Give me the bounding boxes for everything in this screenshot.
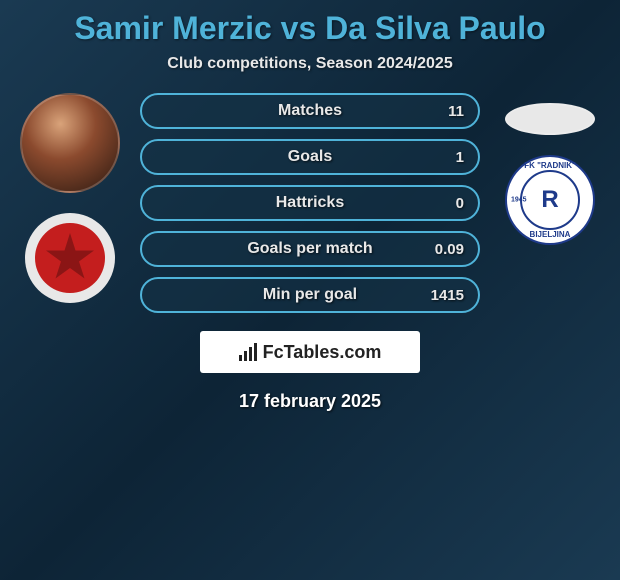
crest-text-bottom: BIJELJINA	[530, 230, 571, 239]
crest-text-year: 1945	[511, 197, 527, 204]
stat-bar-goals: Goals 1	[140, 139, 480, 175]
stat-label: Goals per match	[247, 240, 372, 258]
stat-value-right: 11	[448, 103, 464, 120]
bar-chart-icon	[239, 343, 257, 361]
star-icon	[45, 233, 95, 283]
stat-value-right: 1415	[431, 287, 464, 304]
stat-value-right: 0	[456, 195, 464, 212]
left-club-crest	[25, 213, 115, 303]
comparison-content: Matches 11 Goals 1 Hattricks 0 Goals per…	[0, 93, 620, 313]
date-label: 17 february 2025	[0, 391, 620, 412]
left-player-photo	[20, 93, 120, 193]
stat-value-right: 0.09	[435, 241, 464, 258]
right-player-column: FK "RADNIK" 1945 R BIJELJINA	[490, 93, 610, 245]
subtitle: Club competitions, Season 2024/2025	[0, 55, 620, 73]
stat-label: Hattricks	[276, 194, 344, 212]
stat-value-right: 1	[456, 149, 464, 166]
stat-label: Goals	[288, 148, 332, 166]
stat-bar-min-per-goal: Min per goal 1415	[140, 277, 480, 313]
crest-text-top: FK "RADNIK"	[524, 161, 576, 170]
stat-bar-matches: Matches 11	[140, 93, 480, 129]
brand-text: FcTables.com	[263, 342, 382, 363]
left-player-column	[10, 93, 130, 303]
stat-label: Min per goal	[263, 286, 357, 304]
stat-label: Matches	[278, 102, 342, 120]
page-title: Samir Merzic vs Da Silva Paulo	[0, 0, 620, 47]
crest-radnik-inner: R	[520, 170, 580, 230]
brand-box[interactable]: FcTables.com	[200, 331, 420, 373]
stats-column: Matches 11 Goals 1 Hattricks 0 Goals per…	[140, 93, 480, 313]
right-club-crest: FK "RADNIK" 1945 R BIJELJINA	[505, 155, 595, 245]
right-player-photo	[505, 103, 595, 135]
stat-bar-goals-per-match: Goals per match 0.09	[140, 231, 480, 267]
stat-bar-hattricks: Hattricks 0	[140, 185, 480, 221]
crest-sloboda-inner	[35, 223, 105, 293]
